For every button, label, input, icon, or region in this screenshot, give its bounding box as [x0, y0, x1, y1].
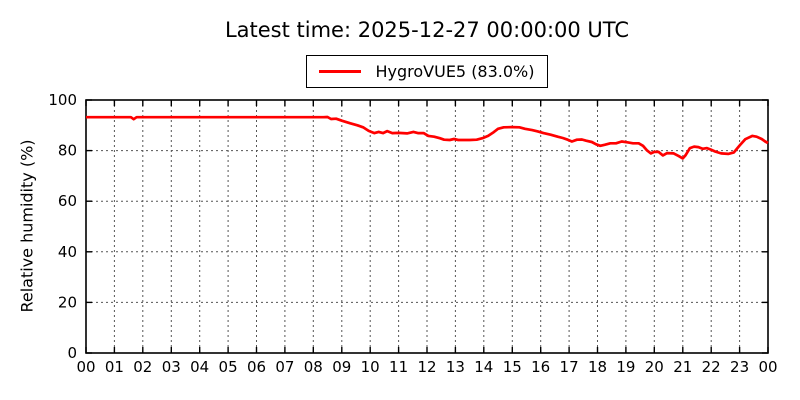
x-tick-label: 02 — [133, 358, 152, 376]
x-tick-label: 04 — [190, 358, 209, 376]
legend-line-swatch — [319, 70, 362, 73]
y-tick-label: 80 — [58, 142, 77, 160]
legend-container: HygroVUE5 (83.0%) — [86, 55, 768, 88]
x-tick-label: 13 — [446, 358, 465, 376]
x-tick-label: 16 — [531, 358, 550, 376]
y-tick-label: 0 — [67, 344, 77, 362]
x-tick-label: 20 — [645, 358, 664, 376]
data-line — [86, 115, 769, 160]
x-tick-label: 08 — [304, 358, 323, 376]
x-tick-label: 10 — [361, 358, 380, 376]
x-tick-label: 22 — [702, 358, 721, 376]
legend-series-label: HygroVUE5 (83.0%) — [375, 62, 535, 81]
x-tick-label: 15 — [503, 358, 522, 376]
legend: HygroVUE5 (83.0%) — [306, 55, 548, 88]
x-tick-label: 18 — [588, 358, 607, 376]
x-tick-label: 09 — [332, 358, 351, 376]
plot-border — [85, 99, 769, 354]
y-tick-label: 60 — [58, 192, 77, 210]
x-tick-label: 03 — [162, 358, 181, 376]
x-tick-label: 07 — [275, 358, 294, 376]
x-tick-label: 06 — [247, 358, 266, 376]
x-tick-label: 00 — [758, 358, 777, 376]
x-tick-label: 17 — [560, 358, 579, 376]
x-tick-label: 12 — [417, 358, 436, 376]
x-tick-label: 21 — [673, 358, 692, 376]
y-tick-label: 100 — [48, 91, 77, 109]
x-tick-label: 14 — [474, 358, 493, 376]
chart-title: Latest time: 2025-12-27 00:00:00 UTC — [224, 18, 630, 42]
x-tick-label: 00 — [76, 358, 95, 376]
x-tick-label: 19 — [616, 358, 635, 376]
x-tick-label: 23 — [730, 358, 749, 376]
y-tick-label: 20 — [58, 293, 77, 311]
x-tick-label: 11 — [389, 358, 408, 376]
x-tick-label: 01 — [105, 358, 124, 376]
x-tick-label: 05 — [219, 358, 238, 376]
y-tick-label: 40 — [58, 243, 77, 261]
